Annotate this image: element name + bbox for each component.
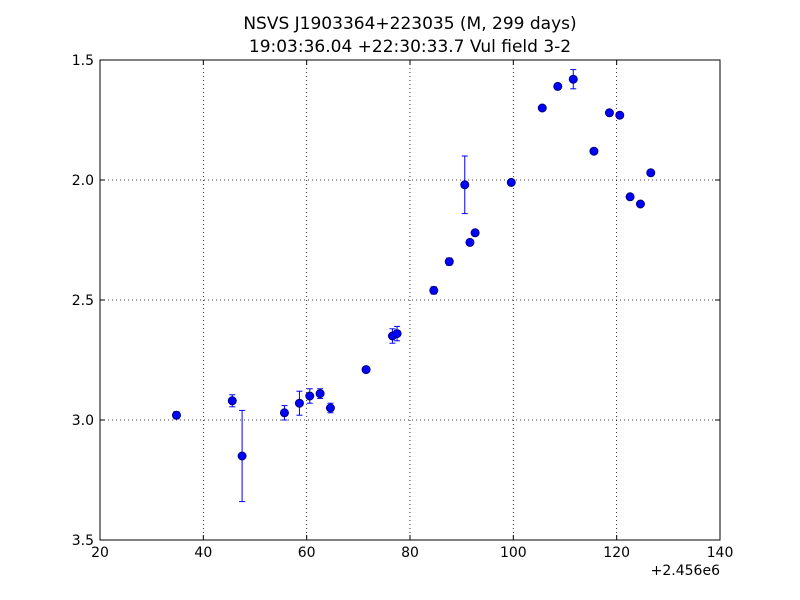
chart-subtitle: 19:03:36.04 +22:30:33.7 Vul field 3-2 <box>249 37 571 57</box>
data-point-group <box>325 402 335 414</box>
data-point-group <box>589 146 599 156</box>
data-point <box>325 403 335 413</box>
data-point-group <box>361 365 371 375</box>
data-point <box>568 74 578 84</box>
data-point-group <box>646 168 656 178</box>
data-point <box>279 408 289 418</box>
data-point <box>227 396 237 406</box>
data-point-group <box>615 110 625 120</box>
data-point <box>506 177 516 187</box>
data-point <box>315 389 325 399</box>
data-point <box>470 228 480 238</box>
data-point-group <box>460 155 470 215</box>
data-point <box>635 199 645 209</box>
data-series <box>171 69 656 503</box>
data-point-group <box>444 257 454 267</box>
data-point-group <box>305 388 315 404</box>
data-point <box>305 391 315 401</box>
data-point-group <box>604 108 614 118</box>
x-tick-label: 140 <box>707 545 734 561</box>
data-point <box>604 108 614 118</box>
data-point <box>615 110 625 120</box>
data-point <box>429 285 439 295</box>
data-point-group <box>392 325 402 342</box>
data-point-group <box>506 177 516 187</box>
data-point <box>589 146 599 156</box>
x-tick-label: 120 <box>603 545 630 561</box>
chart-title: NSVS J1903364+223035 (M, 299 days) <box>243 14 576 34</box>
data-point <box>625 192 635 202</box>
x-tick-label: 80 <box>401 545 419 561</box>
data-point <box>646 168 656 178</box>
data-point-group <box>465 237 475 247</box>
y-tick-label: 3.0 <box>72 413 94 429</box>
x-axis-offset-label: +2.456e6 <box>651 563 720 579</box>
y-tick-label: 3.5 <box>72 533 94 549</box>
data-point-group <box>568 69 578 90</box>
data-point <box>171 410 181 420</box>
x-tick-label: 20 <box>91 545 109 561</box>
x-tick-label: 40 <box>194 545 212 561</box>
data-point-group <box>635 199 645 209</box>
data-point <box>460 180 470 190</box>
y-tick-label: 1.5 <box>72 53 94 69</box>
y-tick-label: 2.0 <box>72 173 94 189</box>
data-point-group <box>429 285 439 295</box>
axis-ticks: 20 40 60 80 100 120 140 1.5 2.0 2.5 3.0 3.5 <box>72 53 734 561</box>
data-point-group <box>227 394 237 408</box>
data-point-group <box>470 228 480 238</box>
x-tick-label: 100 <box>500 545 527 561</box>
data-point <box>537 103 547 113</box>
plot-frame <box>99 59 721 541</box>
data-point-group <box>625 192 635 202</box>
grid <box>100 60 720 540</box>
data-point-group <box>171 410 181 420</box>
data-point <box>392 329 402 339</box>
data-point <box>294 398 304 408</box>
data-point <box>444 257 454 267</box>
data-point <box>237 451 247 461</box>
x-tick-label: 60 <box>298 545 316 561</box>
data-point-group <box>315 388 325 399</box>
data-point <box>553 81 563 91</box>
data-point-group <box>279 405 289 421</box>
data-point-group <box>537 103 547 113</box>
y-tick-label: 2.5 <box>72 293 94 309</box>
data-point <box>465 237 475 247</box>
data-point <box>361 365 371 375</box>
data-point-group <box>553 81 563 91</box>
data-point-group <box>294 390 304 416</box>
data-point-group <box>237 409 247 503</box>
